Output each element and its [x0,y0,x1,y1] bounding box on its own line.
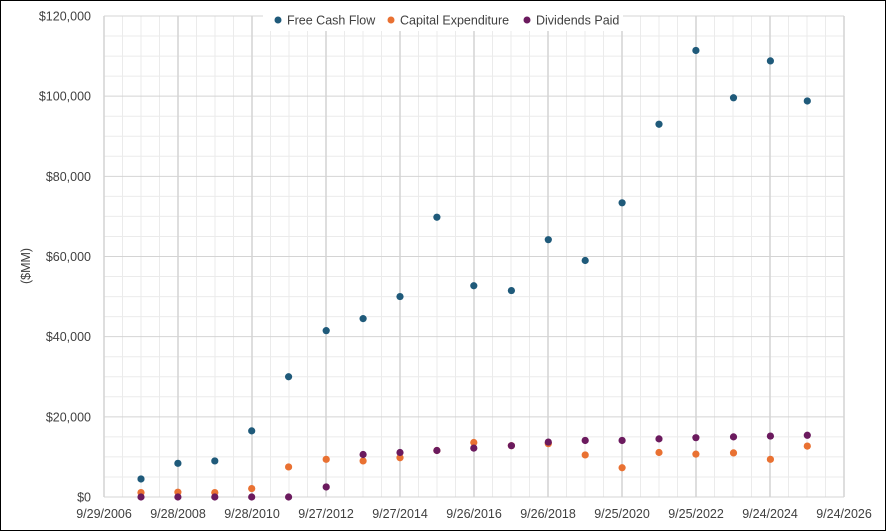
data-point [729,433,738,441]
data-point [322,455,330,463]
data-point [284,373,293,381]
data-point [211,457,219,465]
data-point [174,493,182,501]
series-capital-expenditure [137,438,811,497]
data-point [359,457,367,465]
major-gridlines [103,15,845,498]
data-point [618,464,626,472]
data-point [766,455,775,463]
legend-marker [523,16,531,24]
data-point [470,438,478,447]
data-point [544,236,552,244]
data-point [284,463,293,471]
data-point [396,454,404,462]
data-point [692,46,700,55]
series-free-cash-flow [137,46,811,483]
data-points [137,46,811,501]
y-tick-label: $100,000 [39,90,91,104]
legend-entry-label: Capital Expenditure [400,14,509,28]
data-point [766,432,775,440]
x-tick-label: 9/28/2008 [150,507,206,521]
legend-marker [387,16,395,24]
x-tick-label: 9/25/2020 [594,507,650,521]
y-tick-label: $80,000 [46,170,91,184]
x-tick-label: 9/24/2026 [816,507,872,521]
data-point [729,449,738,457]
data-point [137,493,145,501]
legend-entry-label: Free Cash Flow [287,14,376,28]
y-tick-label: $60,000 [46,250,91,264]
data-point [470,444,478,452]
data-point [803,442,811,450]
legend-entry-label: Dividends Paid [536,14,619,28]
data-point [544,438,552,446]
data-point [507,286,516,295]
x-axis-tick-labels: 9/29/2006 9/28/2008 9/28/2010 9/27/2012 9/27… [76,507,872,521]
data-point [248,484,256,493]
data-point [248,493,256,501]
data-point [284,493,293,501]
y-tick-label: $40,000 [46,330,91,344]
data-point [396,292,404,301]
x-tick-label: 9/26/2018 [520,507,576,521]
data-point [174,459,182,467]
x-tick-label: 9/24/2024 [742,507,798,521]
x-tick-label: 9/26/2016 [446,507,502,521]
data-point [396,448,404,457]
data-point [581,436,589,445]
data-point [322,327,330,335]
data-point [211,493,219,501]
data-point [655,120,663,128]
data-point [766,57,775,65]
legend-background [263,9,623,31]
data-point [137,475,145,483]
y-axis-tick-labels: $0 $20,000 $40,000 $60,000 $80,000 $100,000 $1… [39,10,91,505]
legend-marker [274,16,282,24]
legend: Free Cash Flow Capital Expenditure Dividen… [263,9,623,31]
data-point [618,436,626,445]
y-tick-label: $120,000 [39,10,91,24]
x-tick-label: 9/27/2014 [372,507,428,521]
data-point [359,315,367,323]
data-point [507,442,516,450]
data-point [692,450,700,458]
data-point [729,94,738,102]
x-tick-label: 9/28/2010 [224,507,280,521]
data-point [655,435,663,443]
y-tick-label: $0 [77,491,91,505]
x-tick-label: 9/29/2006 [76,507,132,521]
data-point [581,451,589,459]
y-axis-label: ($MM) [19,248,33,284]
data-point [248,427,256,435]
data-point [803,431,811,439]
data-point [433,213,441,221]
series-dividends-paid [137,431,811,501]
data-point [618,199,626,207]
data-point [433,446,441,455]
y-tick-label: $20,000 [46,410,91,424]
data-point [581,256,589,265]
x-tick-label: 9/25/2022 [668,507,724,521]
data-point [655,448,663,457]
data-point [359,450,367,459]
data-point [470,282,478,290]
data-point [692,434,700,442]
data-point [803,97,811,105]
x-tick-label: 9/27/2012 [298,507,354,521]
data-point [322,483,330,491]
